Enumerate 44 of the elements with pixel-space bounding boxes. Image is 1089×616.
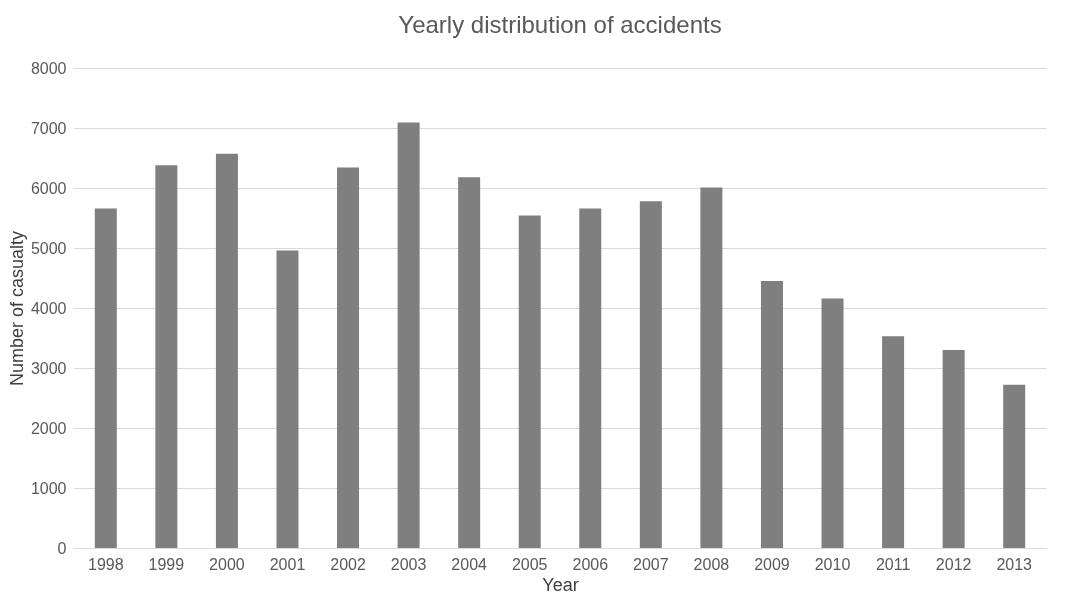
y-axis-title: Number of casualty bbox=[6, 230, 27, 387]
x-axis-title: Year bbox=[542, 574, 579, 595]
bar bbox=[1003, 384, 1026, 548]
y-tick-label: 5000 bbox=[30, 239, 67, 257]
bar bbox=[276, 250, 299, 548]
x-tick-label: 2011 bbox=[875, 555, 911, 573]
y-tick-label: 0 bbox=[57, 539, 67, 557]
y-tick-label: 3000 bbox=[30, 359, 67, 377]
x-tick-label: 2008 bbox=[693, 555, 730, 573]
bar bbox=[579, 208, 602, 548]
bar bbox=[215, 153, 238, 548]
chart-title: Yearly distribution of accidents bbox=[398, 11, 722, 38]
y-tick-label: 7000 bbox=[30, 119, 67, 137]
x-tick-label: 2007 bbox=[633, 555, 669, 573]
bar bbox=[639, 201, 662, 548]
bar bbox=[760, 281, 783, 548]
x-tick-label: 2004 bbox=[451, 555, 488, 573]
x-tick-label: 1998 bbox=[88, 555, 124, 573]
bar bbox=[518, 215, 541, 548]
bar bbox=[337, 167, 360, 548]
bar bbox=[882, 336, 905, 548]
x-tick-label: 2001 bbox=[269, 555, 306, 573]
x-tick-label: 2009 bbox=[754, 555, 790, 573]
bar bbox=[700, 187, 723, 548]
x-tick-label: 2006 bbox=[572, 555, 609, 573]
x-tick-label: 2012 bbox=[935, 555, 972, 573]
y-tick-label: 4000 bbox=[30, 299, 67, 317]
x-tick-label: 2013 bbox=[996, 555, 1033, 573]
bar bbox=[458, 177, 481, 548]
bar bbox=[397, 122, 420, 548]
y-tick-label: 6000 bbox=[30, 179, 67, 197]
x-tick-label: 2000 bbox=[209, 555, 245, 573]
x-tick-label: 2005 bbox=[511, 555, 548, 573]
y-tick-label: 8000 bbox=[30, 59, 67, 77]
y-tick-label: 1000 bbox=[30, 479, 67, 497]
x-tick-label: 2010 bbox=[814, 555, 851, 573]
bar bbox=[155, 165, 178, 548]
bar bbox=[94, 208, 117, 548]
x-tick-label: 1999 bbox=[148, 555, 185, 573]
bar bbox=[821, 298, 844, 548]
bar bbox=[942, 350, 965, 548]
x-tick-label: 2003 bbox=[390, 555, 427, 573]
y-tick-label: 2000 bbox=[30, 419, 67, 437]
x-tick-label: 2002 bbox=[330, 555, 366, 573]
